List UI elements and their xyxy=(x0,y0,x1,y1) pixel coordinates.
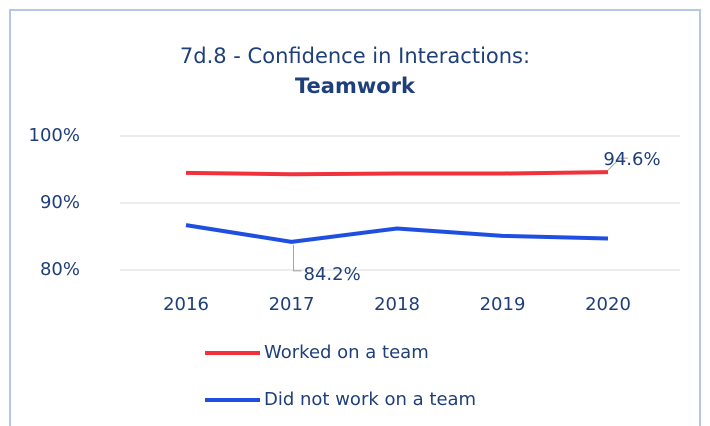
x-tick-label: 2016 xyxy=(163,294,209,315)
legend-label: Did not work on a team xyxy=(264,389,476,410)
data-label: 84.2% xyxy=(304,264,361,285)
y-tick-label: 90% xyxy=(40,192,80,213)
series-line xyxy=(185,223,609,244)
chart-frame xyxy=(9,9,701,426)
y-tick-label: 80% xyxy=(40,259,80,280)
x-tick-label: 2017 xyxy=(269,294,315,315)
leader-line xyxy=(607,157,628,171)
series-line xyxy=(185,170,609,177)
chart-subtitle: Teamwork xyxy=(295,74,416,98)
data-label: 94.6% xyxy=(603,149,660,170)
x-tick-label: 2018 xyxy=(374,294,420,315)
legend-label: Worked on a team xyxy=(264,342,429,363)
x-tick-label: 2019 xyxy=(480,294,526,315)
y-tick-label: 100% xyxy=(29,125,80,146)
leader-line xyxy=(293,244,302,272)
chart-title: 7d.8 - Confidence in Interactions: xyxy=(180,44,530,68)
x-tick-label: 2020 xyxy=(585,294,631,315)
